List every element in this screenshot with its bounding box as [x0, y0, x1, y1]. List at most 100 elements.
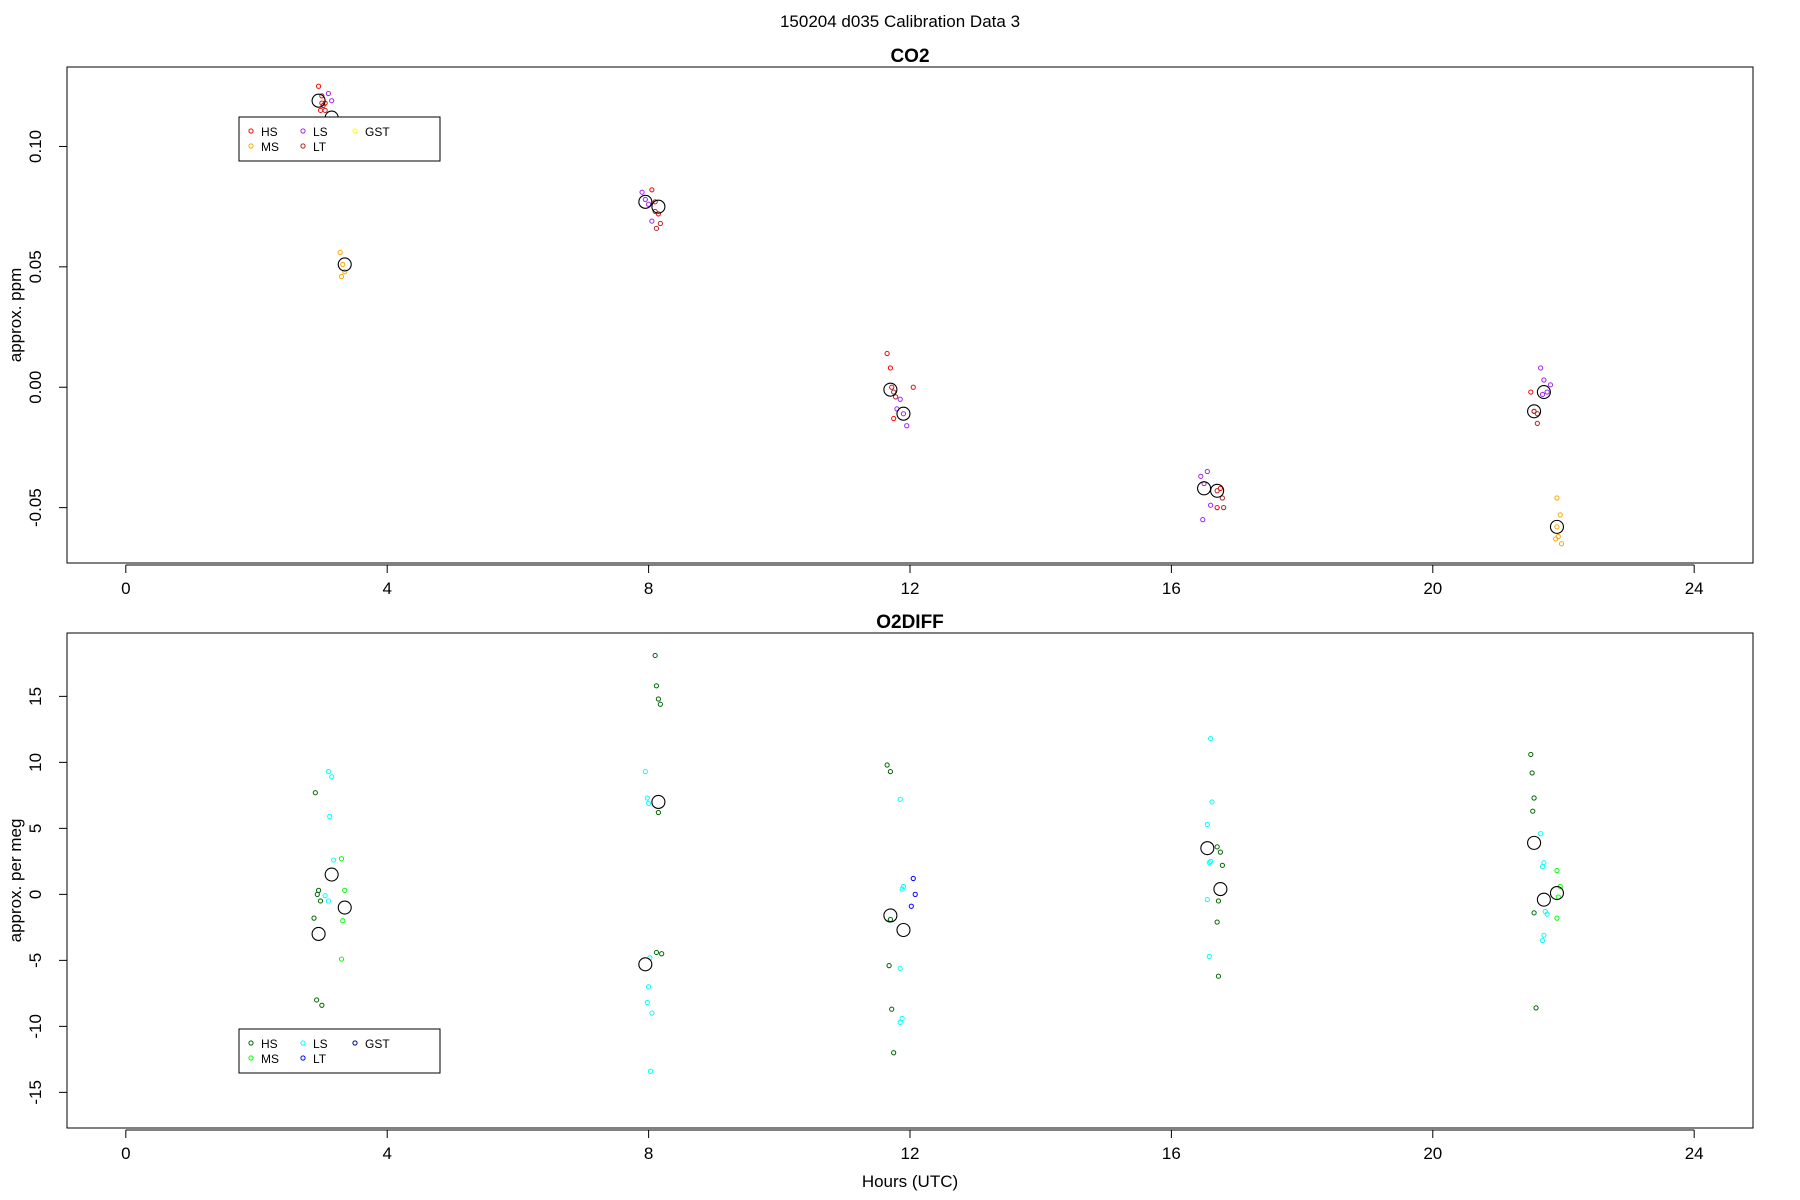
- co2-legend-label-gst: GST: [365, 125, 390, 139]
- o2diff-point-ls: [646, 800, 652, 806]
- o2diff-point-lt: [910, 875, 916, 882]
- o2diff-legend-label-gst: GST: [365, 1037, 390, 1051]
- o2diff-point-ls: [1538, 831, 1544, 837]
- co2-point-ls: [904, 423, 910, 429]
- o2diff-mean-marker: [1536, 892, 1551, 907]
- co2-x-tick-label: 24: [1685, 579, 1704, 598]
- o2diff-point-hs: [1214, 844, 1220, 850]
- co2-legend-label-ms: MS: [261, 140, 279, 154]
- o2diff-x-tick-label: 12: [901, 1144, 920, 1163]
- co2-point-ls: [1538, 365, 1544, 371]
- o2diff-legend-swatch-lt: [300, 1055, 306, 1061]
- co2-point-ms: [1554, 495, 1560, 501]
- o2diff-mean-marker: [1200, 841, 1215, 856]
- co2-point-hs: [1528, 389, 1534, 395]
- o2diff-point-ls: [322, 893, 328, 899]
- o2diff-point-hs: [655, 809, 662, 816]
- co2-point-ls: [646, 201, 652, 207]
- o2diff-point-ls: [1206, 860, 1212, 866]
- o2diff-point-hs: [311, 915, 317, 921]
- co2-point-hs: [649, 187, 655, 193]
- o2diff-point-ls: [1209, 799, 1215, 805]
- co2-legend-swatch-ms: [248, 143, 254, 149]
- co2-point-hs: [1214, 505, 1220, 511]
- co2-point-ms: [1558, 541, 1565, 547]
- o2diff-point-hs: [312, 790, 318, 796]
- o2diff-point-hs: [1217, 849, 1224, 855]
- co2-x-tick-label: 16: [1162, 579, 1181, 598]
- co2-mean-marker: [1527, 404, 1542, 419]
- o2diff-legend-box: [238, 1028, 441, 1074]
- o2diff-mean-marker: [311, 926, 326, 942]
- o2diff-point-ls: [900, 883, 907, 890]
- o2diff-point-hs: [1214, 919, 1220, 925]
- o2diff-point-hs: [1530, 808, 1536, 814]
- o2diff-legend-label-hs: HS: [261, 1037, 278, 1051]
- o2diff-x-tick-label: 8: [644, 1144, 653, 1163]
- o2diff-point-ls: [897, 1019, 903, 1026]
- o2diff-mean-marker: [1213, 882, 1228, 897]
- o2diff-point-hs: [887, 916, 893, 923]
- o2diff-mean-marker: [896, 922, 911, 938]
- o2diff-legend-label-ls: LS: [313, 1037, 328, 1051]
- co2-y-tick-label: -0.05: [26, 488, 45, 527]
- o2diff-point-ls: [1204, 897, 1210, 903]
- co2-point-hs: [655, 211, 662, 217]
- co2-mean-marker: [638, 194, 653, 209]
- o2diff-point-hs: [1531, 795, 1537, 801]
- co2-mean-marker: [651, 199, 666, 214]
- co2-point-ls: [897, 396, 903, 402]
- co2-point-ls: [1539, 391, 1546, 398]
- co2-point-lt: [893, 394, 899, 400]
- co2-point-hs: [652, 199, 658, 205]
- co2-mean-marker: [337, 257, 352, 272]
- o2diff-point-ls: [329, 774, 335, 780]
- co2-panel-title: CO2: [890, 46, 929, 67]
- co2-mean-marker: [896, 406, 911, 421]
- o2diff-point-hs: [317, 898, 324, 904]
- co2-point-ms: [1554, 524, 1560, 530]
- o2diff-point-ls: [899, 886, 905, 892]
- co2-mean-marker: [1536, 384, 1551, 400]
- o2diff-point-hs: [1531, 910, 1537, 916]
- o2diff-x-tick-label: 0: [121, 1144, 130, 1163]
- co2-mean-marker: [1210, 483, 1225, 498]
- co2-y-axis-label: approx. ppm: [6, 268, 25, 363]
- co2-point-ls: [1200, 517, 1206, 523]
- o2diff-y-tick-label: 0: [26, 890, 45, 899]
- co2-point-lt: [657, 220, 663, 227]
- co2-point-lt: [322, 107, 328, 113]
- o2diff-legend-swatch-ms: [248, 1055, 254, 1061]
- o2diff-point-ls: [325, 769, 331, 775]
- co2-point-hs: [1217, 485, 1224, 491]
- co2-point-ls: [1541, 377, 1547, 383]
- co2-point-lt: [1214, 488, 1220, 494]
- co2-point-ms: [337, 249, 343, 255]
- co2-point-ls: [329, 98, 335, 104]
- co2-legend-swatch-ls: [300, 128, 306, 134]
- co2-point-ls: [1198, 473, 1204, 479]
- co2-point-ls: [1204, 468, 1210, 475]
- o2diff-mean-marker: [651, 794, 666, 810]
- co2-y-tick-label: 0.05: [26, 250, 45, 283]
- o2diff-point-hs: [1219, 862, 1225, 868]
- o2diff-point-ls: [1544, 911, 1550, 917]
- co2-x-tick-label: 4: [382, 579, 391, 598]
- co2-legend-swatch-gst: [352, 128, 358, 134]
- o2diff-mean-marker: [1549, 885, 1565, 901]
- o2diff-point-hs: [886, 963, 892, 969]
- co2-point-lt: [319, 100, 325, 106]
- o2diff-point-ls: [897, 796, 903, 802]
- co2-point-hs: [315, 83, 322, 89]
- o2diff-panel-title: O2DIFF: [876, 612, 944, 633]
- co2-mean-marker: [1197, 481, 1212, 496]
- o2diff-point-hs: [887, 769, 893, 775]
- co2-legend-box: [238, 116, 441, 162]
- o2diff-point-lt: [908, 903, 914, 909]
- co2-legend-swatch-lt: [300, 143, 306, 149]
- o2diff-legend-swatch-gst: [352, 1040, 358, 1046]
- o2diff-mean-marker: [324, 867, 339, 882]
- o2diff-point-ls: [647, 1068, 654, 1074]
- o2diff-x-tick-label: 16: [1162, 1144, 1181, 1163]
- o2diff-legend-label-lt: LT: [313, 1052, 327, 1066]
